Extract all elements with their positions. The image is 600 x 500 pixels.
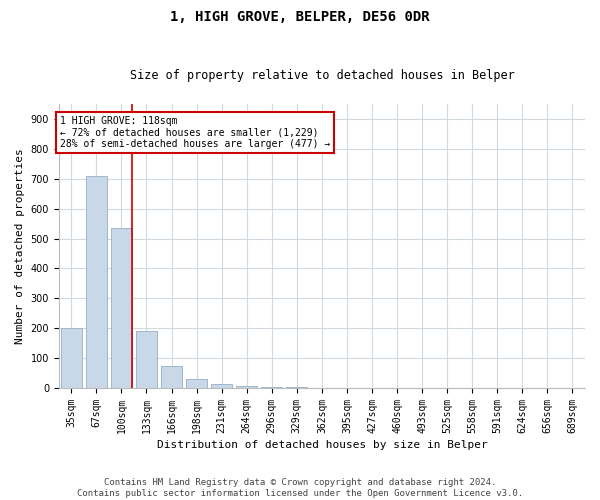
Bar xyxy=(261,387,283,388)
Bar xyxy=(111,228,132,388)
Bar xyxy=(136,332,157,388)
Title: Size of property relative to detached houses in Belper: Size of property relative to detached ho… xyxy=(130,69,514,82)
Bar xyxy=(161,366,182,388)
Bar xyxy=(186,379,207,388)
Text: Contains HM Land Registry data © Crown copyright and database right 2024.
Contai: Contains HM Land Registry data © Crown c… xyxy=(77,478,523,498)
Bar xyxy=(236,386,257,388)
Text: 1, HIGH GROVE, BELPER, DE56 0DR: 1, HIGH GROVE, BELPER, DE56 0DR xyxy=(170,10,430,24)
Bar xyxy=(86,176,107,388)
Y-axis label: Number of detached properties: Number of detached properties xyxy=(15,148,25,344)
Bar xyxy=(211,384,232,388)
Text: 1 HIGH GROVE: 118sqm
← 72% of detached houses are smaller (1,229)
28% of semi-de: 1 HIGH GROVE: 118sqm ← 72% of detached h… xyxy=(60,116,330,149)
X-axis label: Distribution of detached houses by size in Belper: Distribution of detached houses by size … xyxy=(157,440,487,450)
Bar xyxy=(61,328,82,388)
